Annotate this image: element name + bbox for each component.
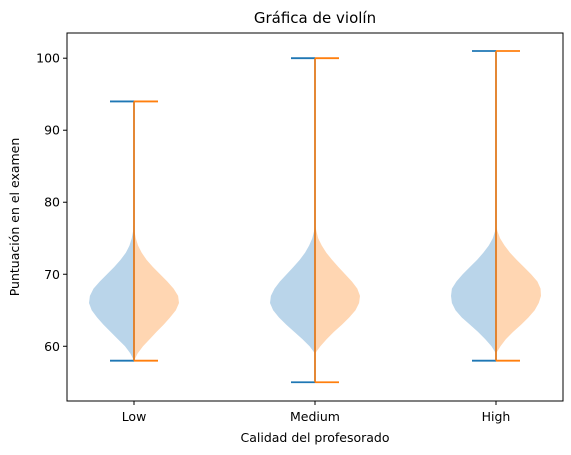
- x-axis-label: Calidad del profesorado: [241, 430, 390, 445]
- violin-high-left: [451, 223, 496, 354]
- chart-title: Gráfica de violín: [254, 9, 376, 27]
- y-axis: 60 70 80 90 100: [36, 51, 67, 354]
- x-tick-label-medium: Medium: [290, 409, 340, 424]
- y-tick-label-70: 70: [44, 267, 60, 282]
- y-tick-label-80: 80: [44, 195, 60, 210]
- y-axis-label: Puntuación en el examen: [7, 138, 22, 297]
- violin-medium-right: [315, 223, 360, 354]
- violin-low-left: [89, 216, 134, 361]
- violin-high-right: [496, 223, 541, 354]
- y-tick-label-60: 60: [44, 339, 60, 354]
- x-axis: Low Medium High: [122, 401, 511, 424]
- x-tick-label-high: High: [482, 409, 511, 424]
- y-tick-label-100: 100: [36, 51, 60, 66]
- violins-layer: [89, 216, 541, 361]
- whiskers-layer: [110, 50, 520, 384]
- x-tick-label-low: Low: [122, 409, 147, 424]
- violin-low-right: [134, 223, 179, 361]
- y-tick-label-90: 90: [44, 123, 60, 138]
- violin-medium-left: [270, 223, 315, 354]
